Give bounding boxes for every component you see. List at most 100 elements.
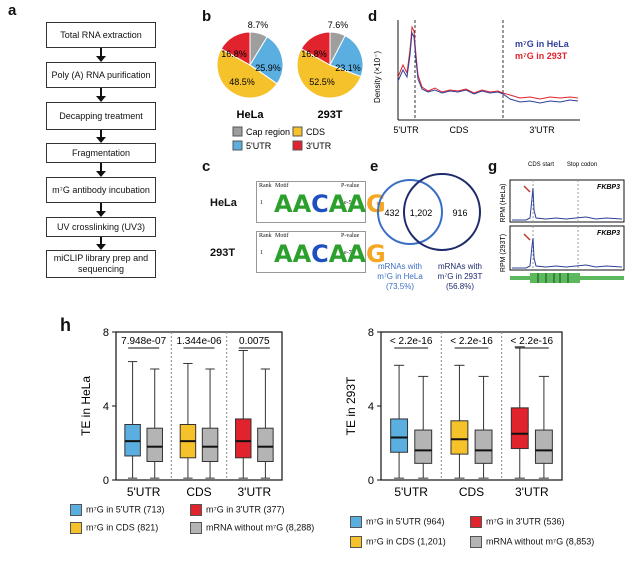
motif-hela-label: HeLa <box>210 197 237 209</box>
region-label-3utr: 3'UTR <box>529 125 555 135</box>
legend-swatch <box>190 522 202 534</box>
motif-header-rank: Rank <box>259 183 272 189</box>
workflow-step-6: UV crosslinking (UV3) <box>46 217 156 237</box>
density-legend-hela: m⁷G in HeLa <box>515 39 570 49</box>
p-value-label: 1.344e-06 <box>176 336 221 347</box>
box <box>257 427 274 462</box>
pie-slice-label: 23.1% <box>335 63 361 73</box>
pie-slice <box>300 31 331 66</box>
box <box>146 427 163 462</box>
panel-label-h: h <box>60 315 71 335</box>
workflow-arrow <box>96 237 106 250</box>
box-ylabel: TE in 293T <box>345 376 358 435</box>
track-ylabel-hela: RPM (HeLa) <box>500 184 507 223</box>
workflow-arrow <box>96 88 106 102</box>
motif-logo-293t: AACAAG <box>274 241 386 267</box>
track-signal-293t <box>512 237 623 269</box>
density-legend-293t: m⁷G in 293T <box>515 51 568 61</box>
legend-swatch-cap <box>232 126 243 137</box>
box-legend-293t-utr3: m⁷G in 3'UTR (536) <box>470 516 565 528</box>
region-label-5utr: 5'UTR <box>393 125 419 135</box>
motif-letter: C <box>311 240 329 268</box>
motif-rank: 1 <box>260 250 263 256</box>
legend-swatch <box>70 522 82 534</box>
box <box>390 418 409 453</box>
motif-panel: HeLa Rank Motif P-value 1 1e-50 AACAAG 2… <box>210 175 386 285</box>
pie-slice <box>216 48 278 99</box>
cds-start-label: CDS start <box>528 162 554 168</box>
motif-logo-hela: AACAAG <box>274 191 386 217</box>
track-gene-hela: FKBP3 <box>597 184 620 191</box>
box-legend-hela-utr5: m⁷G in 5'UTR (713) <box>70 504 165 516</box>
pie-slice <box>296 48 362 99</box>
pie-slice-label: 16.8% <box>301 49 327 59</box>
legend-cds-label: CDS <box>306 127 325 137</box>
motif-293t-label: 293T <box>210 247 236 259</box>
x-category-label: CDS <box>459 485 484 499</box>
workflow-step-7: miCLIP library prep and sequencing <box>46 250 156 278</box>
motif-letter: A <box>274 240 293 268</box>
pie-slice-label: 52.5% <box>309 77 335 87</box>
y-tick-label: 4 <box>103 401 109 413</box>
pie-slice-label: 16.8% <box>221 49 247 59</box>
legend-swatch <box>70 504 82 516</box>
panel-label-b: b <box>202 8 212 25</box>
motif-table-hela: Rank Motif P-value 1 1e-50 AACAAG <box>256 181 386 223</box>
x-category-label: 5'UTR <box>394 485 428 499</box>
box <box>474 429 493 464</box>
pie-293t-title: 293T <box>317 109 342 121</box>
workflow-arrow <box>96 203 106 217</box>
legend-swatch <box>190 504 202 516</box>
p-value-label: < 2.2e-16 <box>450 336 493 347</box>
density-line-hela <box>397 31 579 104</box>
pie-293t: 7.6% 23.1%52.5% 16.8% <box>296 20 364 99</box>
box-legend-293t-cds: m⁷G in CDS (1,201) <box>350 536 446 548</box>
motif-header-pvalue: P-value <box>341 183 360 189</box>
x-category-label: CDS <box>186 485 211 499</box>
box-frame <box>115 331 283 481</box>
density-line-293t <box>397 25 579 100</box>
motif-header-motif: Motif <box>275 183 289 189</box>
workflow-step-1: Total RNA extraction <box>46 22 156 48</box>
motif-header-pvalue: P-value <box>341 233 360 239</box>
venn-circle-hela <box>377 179 443 245</box>
legend-swatch <box>470 536 482 548</box>
motif-letter: C <box>311 190 329 218</box>
panel-label-e: e <box>370 158 379 175</box>
panel-label-a: a <box>8 2 17 19</box>
box-legend-hela-cds: m⁷G in CDS (821) <box>70 522 158 534</box>
y-tick-label: 8 <box>103 327 109 339</box>
motif-letter: A <box>328 190 348 218</box>
track-box-hela <box>509 179 625 223</box>
workflow-step-4: Fragmentation <box>46 143 156 163</box>
panel-label-c: c <box>202 158 211 175</box>
motif-letter: G <box>365 240 386 268</box>
stop-codon-label: Stop codon <box>567 162 597 168</box>
box <box>510 407 529 450</box>
box-legend-hela-none: mRNA without m⁷G (8,288) <box>190 522 314 534</box>
arrow-293t <box>523 233 531 241</box>
box-ylabel: TE in HeLa <box>80 376 93 436</box>
arrow-hela <box>523 185 531 193</box>
box <box>201 427 219 462</box>
motif-letter: A <box>347 240 366 268</box>
track-box-293t <box>509 225 625 271</box>
motif-letter: A <box>347 190 366 218</box>
pie-hela: 8.7% 25.9%48.5% 16.8% <box>216 20 284 99</box>
pie-slice-label: 8.7% <box>248 20 269 30</box>
p-value-label: < 2.2e-16 <box>511 336 554 347</box>
p-value-label: < 2.2e-16 <box>390 336 433 347</box>
boxplot-hela: 0 4 8 TE in HeLa 5'UTR 7.948e-07 CDS 1.344e-06 3… <box>80 327 283 499</box>
legend-swatch-utr5 <box>232 140 243 151</box>
legend-swatch <box>470 516 482 528</box>
motif-pvalue: 1e-50 <box>341 200 355 206</box>
workflow-step-5: m⁷G antibody incubation <box>46 177 156 203</box>
coverage-tracks: CDS start Stop codon RPM (HeLa) RPM (293… <box>500 162 625 283</box>
gene-model-cds <box>530 273 580 283</box>
track-gene-293t: FKBP3 <box>597 230 620 237</box>
x-category-label: 5'UTR <box>127 485 161 499</box>
workflow-arrow <box>96 48 106 62</box>
legend-utr5-label: 5'UTR <box>246 141 272 151</box>
track-signal-hela <box>512 187 623 221</box>
pie-slice <box>249 36 284 85</box>
